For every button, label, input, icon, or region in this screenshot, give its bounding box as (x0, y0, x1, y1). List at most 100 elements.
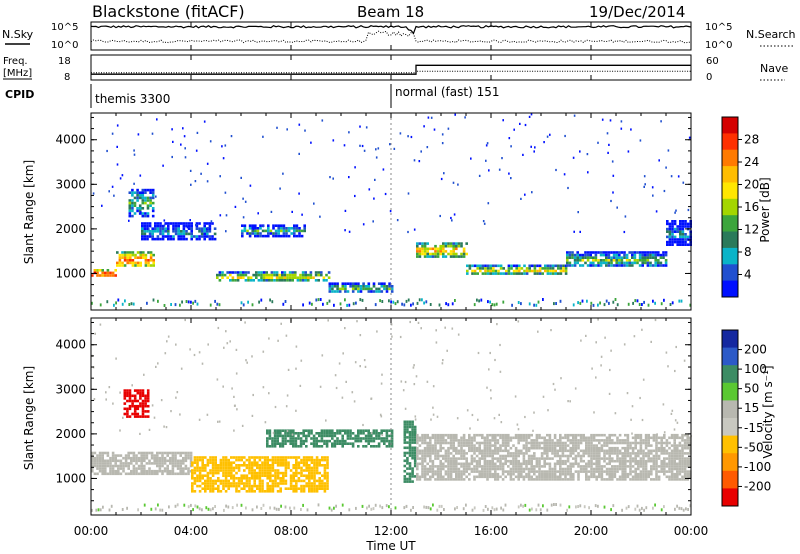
velocity-cell (618, 465, 622, 468)
velocity-cell (626, 452, 630, 455)
velocity-nearrange (333, 506, 335, 510)
velocity-cell (561, 449, 565, 453)
power-speckle (156, 118, 158, 121)
power-cell (143, 224, 147, 228)
velocity-cell (535, 444, 539, 447)
velocity-speckle (595, 341, 597, 344)
velocity-cell (297, 445, 300, 448)
velocity-nearrange (528, 508, 531, 512)
power-cell (149, 256, 153, 259)
velocity-cell (579, 459, 583, 463)
velocity-cell (204, 466, 207, 470)
power-cell (114, 274, 117, 277)
velocity-speckle (286, 394, 289, 397)
velocity-cell (269, 469, 272, 472)
velocity-cell (429, 454, 432, 458)
power-speckle (190, 183, 192, 186)
velocity-cell (429, 459, 432, 463)
velocity-cell (663, 436, 666, 440)
velocity-cell (232, 477, 236, 480)
velocity-cell (418, 436, 422, 440)
velocity-cell (605, 478, 609, 481)
velocity-cell (104, 464, 107, 468)
velocity-cell (406, 436, 409, 439)
velocity-cell (273, 437, 277, 440)
velocity-cell (470, 462, 474, 466)
velocity-cell (131, 404, 134, 408)
velocity-cell (624, 446, 627, 450)
velocity-cell (460, 449, 463, 453)
power-cell (142, 251, 145, 254)
velocity-cell (421, 433, 424, 437)
velocity-cell (600, 465, 604, 468)
velocity-speckle (272, 431, 275, 435)
velocity-cell (101, 451, 104, 455)
velocity-cell (230, 482, 233, 485)
power-cell (304, 273, 307, 277)
power-cell (676, 238, 679, 241)
power-cell (638, 256, 642, 259)
power-cell (221, 276, 224, 279)
velocity-cell (548, 444, 552, 447)
power-cell (562, 267, 565, 270)
power-cell (198, 230, 201, 233)
velocity-cell (179, 454, 182, 457)
power-cell (668, 230, 672, 233)
velocity-cell (292, 487, 295, 490)
noise-right-tick-bottom: 10^0 (705, 40, 732, 51)
velocity-cell (135, 469, 138, 473)
velocity-cell (546, 439, 549, 442)
power-cell (494, 272, 498, 275)
velocity-cell (344, 429, 347, 432)
power-speckle (348, 230, 351, 233)
power-cell (101, 271, 104, 275)
power-cell (364, 285, 368, 288)
velocity-cell (624, 457, 627, 460)
velocity-cell (522, 452, 526, 455)
power-cell (136, 196, 139, 200)
power-speckle (184, 156, 187, 159)
velocity-cell (577, 454, 580, 458)
velocity-nearrange (482, 508, 485, 512)
velocity-nearrange (205, 506, 208, 510)
power-cell (502, 272, 505, 275)
velocity-cell (282, 477, 285, 480)
power-cell (254, 224, 257, 227)
power-speckle (219, 175, 221, 178)
velocity-nearrange (537, 503, 540, 507)
velocity-cell (364, 434, 368, 438)
velocity-speckle (675, 345, 677, 349)
velocity-cell (582, 449, 585, 453)
velocity-nearrange (289, 506, 291, 510)
velocity-cell (318, 482, 321, 485)
velocity-nearrange (91, 508, 93, 512)
velocity-cell (248, 456, 251, 459)
velocity-nearrange (262, 503, 265, 507)
velocity-cell (621, 472, 624, 476)
power-nearrange (410, 303, 412, 307)
velocity-cell (574, 439, 578, 442)
velocity-cell (486, 478, 489, 481)
velocity-cell (423, 449, 427, 453)
power-nearrange (187, 300, 190, 304)
velocity-cell (179, 462, 182, 465)
power-cell (96, 274, 99, 277)
velocity-cell (650, 470, 653, 473)
velocity-cell (483, 470, 487, 473)
velocity-cell (548, 439, 552, 442)
velocity-cell (227, 469, 230, 472)
power-cell (314, 273, 318, 277)
power-nearrange (179, 303, 181, 307)
velocity-cell (569, 454, 572, 458)
power-cell (128, 199, 132, 202)
velocity-cell (204, 456, 207, 459)
velocity-cell (153, 472, 156, 476)
velocity-cell (289, 477, 293, 480)
power-cell (265, 273, 268, 277)
velocity-cell (279, 461, 282, 464)
velocity-cell (551, 452, 554, 455)
power-cell (147, 251, 150, 254)
velocity-speckle (610, 349, 612, 352)
velocity-cell (245, 484, 249, 488)
velocity-cell (308, 471, 311, 475)
